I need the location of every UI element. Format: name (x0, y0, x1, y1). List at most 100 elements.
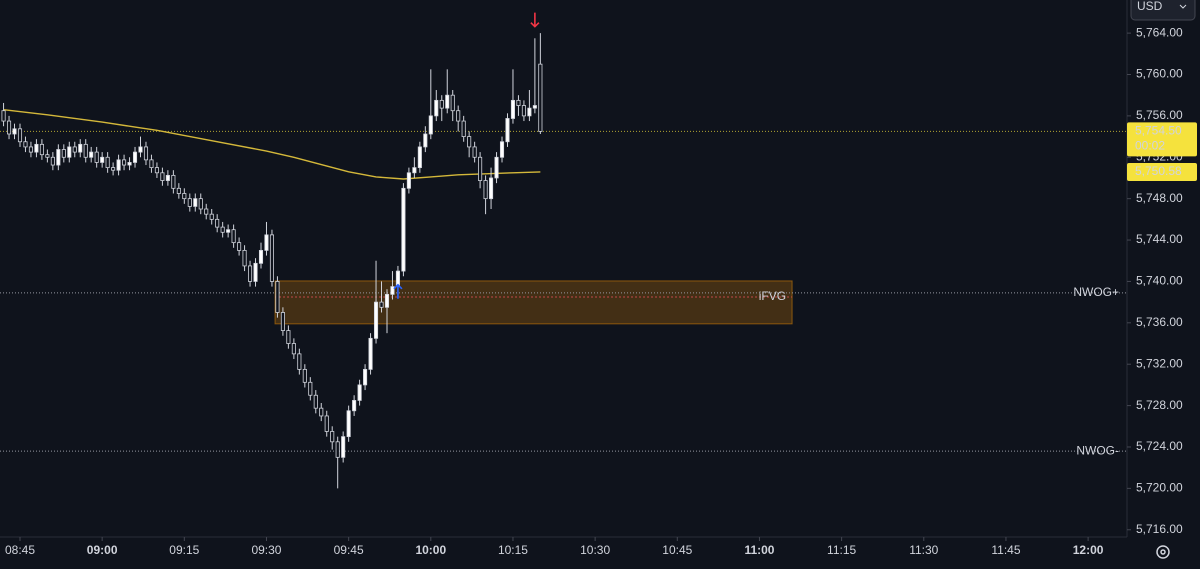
currency-selector[interactable]: USD (1130, 0, 1196, 21)
candle-body (132, 151, 138, 163)
candle-body (297, 353, 302, 370)
y-tick-label: 5,728.00 (1136, 398, 1183, 412)
candle-body (368, 337, 373, 370)
x-tick-label: 10:45 (662, 543, 692, 557)
fvg-label: iFVG (759, 289, 786, 303)
y-tick-label: 5,764.00 (1136, 25, 1183, 39)
y-tick-label: 5,736.00 (1136, 315, 1183, 329)
x-tick-label: 11:30 (909, 543, 938, 557)
last-price-box (1127, 122, 1197, 157)
x-tick-label: 09:45 (334, 543, 364, 557)
level-label: NWOG- (1076, 443, 1119, 457)
candle-body (67, 146, 72, 158)
candle-body (445, 94, 450, 109)
candle-body (39, 143, 44, 156)
candle-body (45, 154, 50, 158)
candle-body (100, 156, 105, 163)
candle-body (138, 146, 143, 153)
candle-body (341, 436, 346, 458)
gear-inner[interactable] (1160, 549, 1166, 555)
candle-body (489, 177, 494, 200)
candle-body (286, 330, 291, 344)
x-tick-label: 10:30 (580, 543, 610, 557)
x-tick-label: 09:30 (251, 543, 281, 557)
candle-body (434, 99, 439, 117)
candle-body (253, 262, 258, 282)
fvg-zone (274, 280, 793, 325)
candle-body (105, 156, 110, 169)
candle-body (527, 107, 532, 117)
candle-body (335, 441, 340, 458)
countdown-label: 00:02 (1135, 139, 1165, 153)
candle-body (193, 198, 198, 207)
settings-button[interactable] (1156, 545, 1170, 559)
candle-body (379, 301, 384, 308)
level-label: NWOG+ (1073, 285, 1119, 299)
candle-body (324, 415, 329, 432)
y-tick-label: 5,732.00 (1136, 356, 1183, 370)
x-tick-label: 09:15 (169, 543, 199, 557)
dropdown-caret[interactable] (1179, 4, 1187, 9)
candle-body (401, 187, 406, 272)
candle-body (237, 242, 242, 251)
candle-body (275, 281, 280, 313)
candle-body (499, 141, 505, 158)
candle-body (149, 159, 154, 169)
candle-body (412, 167, 417, 174)
candle-body (308, 381, 313, 396)
candle-body (187, 198, 192, 207)
currency-label[interactable]: USD (1137, 0, 1163, 13)
candle-body (264, 234, 269, 251)
candle-body (171, 174, 176, 189)
candle-body (330, 431, 335, 443)
ma-price-label: 5,750.58 (1135, 164, 1182, 178)
y-tick-label: 5,716.00 (1136, 522, 1183, 536)
y-tick-label: 5,740.00 (1136, 274, 1183, 288)
candle-body (12, 128, 17, 135)
candle-body (89, 151, 94, 158)
candle-body (1, 110, 6, 122)
candle-body (198, 198, 203, 210)
candle-body (461, 120, 466, 137)
candle-body (291, 343, 296, 355)
candle-body (428, 115, 433, 135)
candle-body (209, 213, 214, 220)
y-tick-label: 5,756.00 (1136, 108, 1183, 122)
gear-outer[interactable] (1156, 545, 1170, 559)
candle-body (111, 167, 116, 171)
last-price-label: 5,754.50 (1135, 124, 1182, 138)
candle-body (220, 226, 225, 233)
candle-body (17, 128, 23, 143)
x-tick-label: 08:45 (5, 543, 35, 557)
candle-body (510, 99, 516, 119)
candle-body (373, 301, 379, 339)
candle-body (357, 384, 362, 401)
x-tick-label: 09:00 (87, 543, 118, 557)
candle-body (483, 180, 488, 200)
candle-body (127, 162, 132, 166)
candle-body (406, 172, 411, 189)
candle-body (521, 105, 526, 117)
currency-box[interactable] (1130, 0, 1196, 21)
candle-body (72, 146, 77, 153)
candle-body (258, 249, 264, 264)
moving-average (3, 108, 541, 180)
candle-body (280, 312, 285, 331)
candle-body (61, 149, 66, 158)
x-tick-label: 11:00 (744, 543, 774, 557)
candle-body (56, 149, 61, 166)
candle-body (78, 143, 83, 153)
candle-body (456, 110, 461, 122)
candle-body (154, 167, 159, 174)
x-tick-label: 10:00 (415, 543, 446, 557)
candle-body (116, 159, 121, 171)
candle-body (352, 400, 357, 412)
candle-body (390, 286, 395, 295)
candle-body (83, 143, 88, 158)
candle-body (363, 368, 368, 386)
candle-body (122, 159, 127, 166)
y-tick-label: 5,748.00 (1136, 191, 1183, 205)
candle-body (242, 249, 247, 267)
